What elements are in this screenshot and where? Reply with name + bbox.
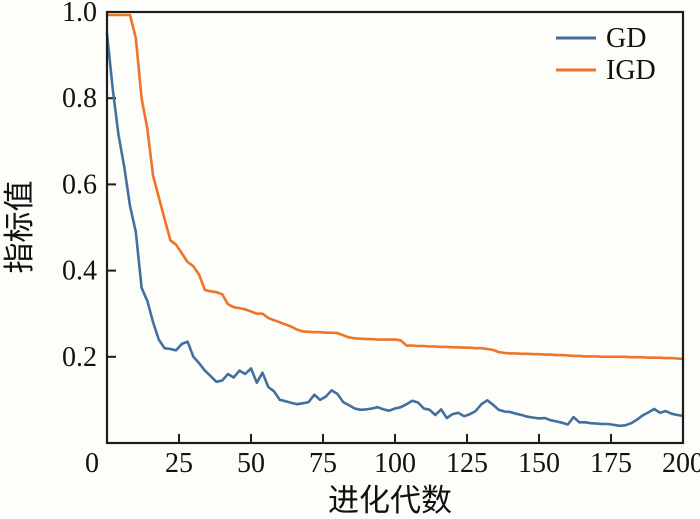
x-tick-label: 100 xyxy=(374,448,416,479)
x-tick-label: 150 xyxy=(518,448,560,479)
plot-frame xyxy=(105,10,685,445)
y-tick-label: 1.0 xyxy=(62,0,97,28)
y-tick-label: 0.2 xyxy=(62,342,97,373)
data-series-lines xyxy=(105,13,685,428)
legend-label-gd: GD xyxy=(606,23,646,54)
x-tick-label: 200 xyxy=(662,448,700,479)
x-tick-label: 0 xyxy=(85,448,99,479)
x-tick-label: 50 xyxy=(237,448,265,479)
y-tick-label: 0.4 xyxy=(62,256,97,287)
x-tick-label: 75 xyxy=(309,448,337,479)
y-tick-label: 0.6 xyxy=(62,169,97,200)
x-tick-label: 25 xyxy=(165,448,193,479)
legend-label-igd: IGD xyxy=(606,55,656,86)
x-tick-label: 125 xyxy=(446,448,488,479)
x-axis-label: 进化代数 xyxy=(328,483,452,518)
x-tick-label: 175 xyxy=(590,448,632,479)
y-axis-ticks: 0.2 0.4 0.6 0.8 1.0 xyxy=(62,0,116,373)
y-tick-label: 0.8 xyxy=(62,83,97,114)
gd-line xyxy=(105,32,685,428)
igd-line xyxy=(105,13,685,361)
legend: GD IGD xyxy=(556,23,656,86)
y-axis-label: 指标值 xyxy=(2,181,37,274)
x-axis-ticks: 0 25 50 75 100 125 150 175 200 xyxy=(85,434,700,479)
